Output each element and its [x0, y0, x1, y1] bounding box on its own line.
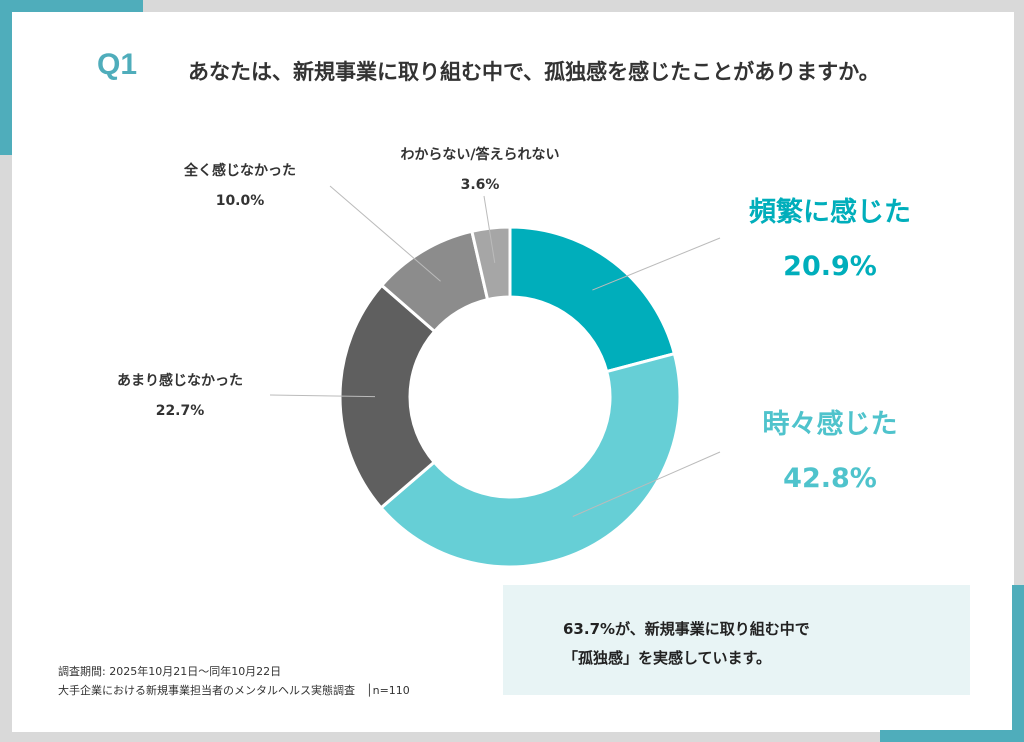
- question-title: あなたは、新規事業に取り組む中で、孤独感を感じたことがありますか。: [188, 60, 880, 84]
- value-label: 20.9%: [783, 251, 877, 282]
- label-rarely: あまり感じなかった 22.7%: [80, 366, 280, 426]
- category-label: 時々感じた: [762, 409, 898, 440]
- label-never: 全く感じなかった 10.0%: [140, 156, 340, 216]
- value-label: 42.8%: [783, 463, 877, 494]
- category-label: 全く感じなかった: [184, 163, 296, 179]
- category-label: あまり感じなかった: [117, 373, 243, 389]
- summary-line1: 63.7%が、新規事業に取り組む中で: [563, 620, 810, 638]
- leader-line: [329, 185, 441, 282]
- value-label: 22.7%: [155, 403, 205, 419]
- donut-slice: [508, 225, 677, 374]
- donut-slice: [470, 225, 512, 302]
- survey-period: 調査期間: 2025年10月21日～同年10月22日: [58, 665, 282, 678]
- accent-top-left: [0, 0, 143, 12]
- category-label: わからない/答えられない: [400, 147, 560, 163]
- leader-line: [269, 394, 376, 398]
- leader-line: [572, 451, 721, 517]
- accent-left: [0, 0, 12, 155]
- survey-name: 大手企業における新規事業担当者のメンタルヘルス実態調査 │n=110: [58, 684, 410, 697]
- leader-line: [483, 195, 496, 263]
- question-number: Q1: [97, 48, 138, 81]
- summary-line2: 「孤独感」を実感しています。: [563, 649, 772, 667]
- category-label: 頻繁に感じた: [749, 197, 911, 228]
- value-label: 10.0%: [215, 193, 265, 209]
- leader-line: [592, 237, 721, 291]
- accent-bottom: [880, 730, 1024, 742]
- label-sometimes: 時々感じた 42.8%: [720, 398, 940, 506]
- value-label: 3.6%: [460, 177, 500, 193]
- label-frequent: 頻繁に感じた 20.9%: [720, 186, 940, 294]
- accent-right: [1012, 585, 1024, 742]
- summary-box: 63.7%が、新規事業に取り組む中で 「孤独感」を実感しています。: [503, 585, 970, 695]
- donut-slice: [338, 283, 437, 510]
- donut-slice: [378, 351, 682, 569]
- label-unknown: わからない/答えられない 3.6%: [360, 140, 600, 200]
